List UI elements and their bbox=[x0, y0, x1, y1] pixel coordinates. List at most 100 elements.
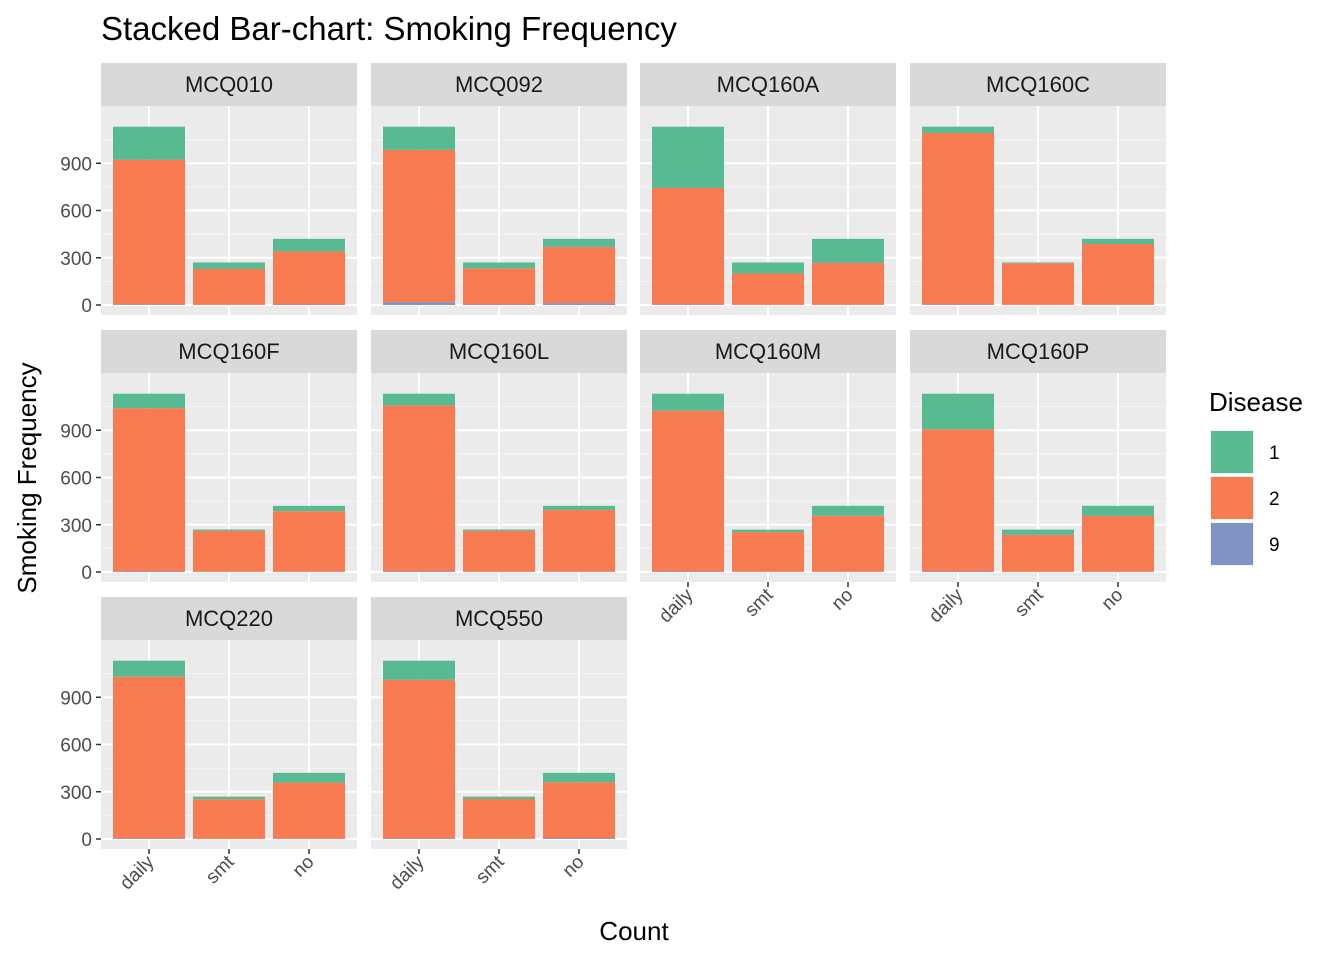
bar-segment-1 bbox=[543, 505, 615, 510]
bar-segment-1 bbox=[113, 393, 185, 409]
bar-segment-2 bbox=[1002, 263, 1074, 305]
facet-strip-label: MCQ220 bbox=[185, 606, 273, 631]
legend: Disease 1 2 9 bbox=[1209, 387, 1303, 566]
facet-strip bbox=[640, 63, 896, 106]
bar-segment-9 bbox=[652, 571, 724, 572]
bar-segment-1 bbox=[652, 126, 724, 188]
bar-segment-9 bbox=[113, 571, 185, 572]
bar-segment-1 bbox=[922, 393, 994, 430]
legend-label: 9 bbox=[1269, 535, 1280, 556]
bar-segment-2 bbox=[652, 187, 724, 305]
bar-segment-1 bbox=[652, 393, 724, 411]
bar-segment-2 bbox=[383, 679, 455, 839]
bar-segment-1 bbox=[1082, 238, 1154, 245]
y-tick-label: 900 bbox=[60, 421, 92, 442]
bar-segment-2 bbox=[383, 405, 455, 572]
facet-strip-label: MCQ160M bbox=[715, 339, 821, 364]
y-tick-label: 300 bbox=[60, 783, 92, 804]
y-tick-label: 600 bbox=[60, 469, 92, 490]
bar-segment-2 bbox=[1082, 515, 1154, 572]
bar-segment-2 bbox=[922, 429, 994, 572]
bar-segment-2 bbox=[113, 408, 185, 572]
bar-segment-1 bbox=[812, 505, 884, 516]
facet-strip-label: MCQ160C bbox=[986, 72, 1090, 97]
facet-strip bbox=[640, 330, 896, 373]
facet-panel: MCQ160C bbox=[910, 63, 1166, 315]
bar-segment-9 bbox=[113, 304, 185, 305]
facet-strip bbox=[371, 330, 627, 373]
bar-segment-2 bbox=[732, 532, 804, 572]
facet-strip bbox=[101, 63, 357, 106]
bar-segment-2 bbox=[1082, 244, 1154, 305]
bar-segment-1 bbox=[1082, 505, 1154, 516]
bar-segment-1 bbox=[383, 393, 455, 406]
facet-panel: MCQ092 bbox=[371, 63, 627, 315]
bar-segment-2 bbox=[812, 262, 884, 305]
bar-segment-1 bbox=[273, 505, 345, 512]
bar-segment-1 bbox=[463, 529, 535, 531]
y-tick-label: 300 bbox=[60, 516, 92, 537]
facet-strip bbox=[910, 63, 1166, 106]
bar-segment-2 bbox=[652, 410, 724, 572]
bar-segment-2 bbox=[193, 268, 265, 305]
legend-key-9 bbox=[1211, 523, 1253, 565]
legend-title: Disease bbox=[1209, 387, 1303, 417]
bar-segment-1 bbox=[463, 796, 535, 799]
facet-strip-label: MCQ092 bbox=[455, 72, 543, 97]
bar-segment-9 bbox=[652, 304, 724, 305]
bar-segment-2 bbox=[113, 159, 185, 305]
bar-segment-2 bbox=[193, 530, 265, 572]
legend-key-1 bbox=[1211, 431, 1253, 473]
y-tick-label: 900 bbox=[60, 688, 92, 709]
bar-segment-2 bbox=[463, 530, 535, 572]
y-axis-title: Smoking Frequency bbox=[12, 362, 42, 593]
bar-segment-1 bbox=[193, 529, 265, 531]
bar-segment-1 bbox=[812, 238, 884, 263]
bar-segment-1 bbox=[383, 126, 455, 150]
facet-strip bbox=[371, 63, 627, 106]
bar-segment-2 bbox=[273, 251, 345, 305]
facet-strip-label: MCQ160A bbox=[717, 72, 820, 97]
bar-segment-1 bbox=[543, 238, 615, 247]
bar-segment-9 bbox=[383, 571, 455, 572]
bar-segment-9 bbox=[922, 304, 994, 305]
bar-segment-9 bbox=[383, 838, 455, 839]
facet-strip-label: MCQ010 bbox=[185, 72, 273, 97]
bar-segment-1 bbox=[273, 238, 345, 252]
bar-segment-1 bbox=[543, 772, 615, 783]
x-axis-title: Count bbox=[599, 916, 669, 946]
bar-segment-9 bbox=[543, 303, 615, 305]
bar-segment-1 bbox=[113, 660, 185, 677]
bar-segment-1 bbox=[463, 262, 535, 269]
facet-strip-label: MCQ160F bbox=[178, 339, 279, 364]
bar-segment-2 bbox=[273, 511, 345, 572]
facet-strip bbox=[101, 597, 357, 640]
facet-panel: MCQ010 0 300 600 900 bbox=[60, 63, 357, 317]
y-tick-label: 0 bbox=[81, 830, 92, 851]
bar-segment-1 bbox=[1002, 529, 1074, 535]
y-tick-label: 600 bbox=[60, 736, 92, 757]
bar-segment-9 bbox=[922, 571, 994, 572]
bar-segment-2 bbox=[732, 273, 804, 305]
legend-label: 1 bbox=[1269, 443, 1280, 464]
facet-strip-label: MCQ550 bbox=[455, 606, 543, 631]
bar-segment-2 bbox=[543, 246, 615, 304]
y-tick-label: 0 bbox=[81, 296, 92, 317]
bar-segment-9 bbox=[383, 302, 455, 305]
facet-panel: MCQ160F 0 300 600 900 bbox=[60, 330, 357, 584]
bar-segment-2 bbox=[273, 782, 345, 839]
facet-strip-label: MCQ160L bbox=[449, 339, 549, 364]
bar-segment-2 bbox=[543, 509, 615, 572]
bar-segment-1 bbox=[383, 660, 455, 680]
bar-segment-2 bbox=[922, 133, 994, 305]
legend-key-2 bbox=[1211, 477, 1253, 519]
facet-strip bbox=[371, 597, 627, 640]
y-tick-label: 600 bbox=[60, 202, 92, 223]
bar-segment-1 bbox=[193, 262, 265, 269]
facet-panel: MCQ160A bbox=[640, 63, 896, 315]
bar-segment-1 bbox=[193, 796, 265, 800]
bar-segment-2 bbox=[113, 676, 185, 839]
bar-segment-1 bbox=[113, 126, 185, 160]
facet-strip bbox=[910, 330, 1166, 373]
